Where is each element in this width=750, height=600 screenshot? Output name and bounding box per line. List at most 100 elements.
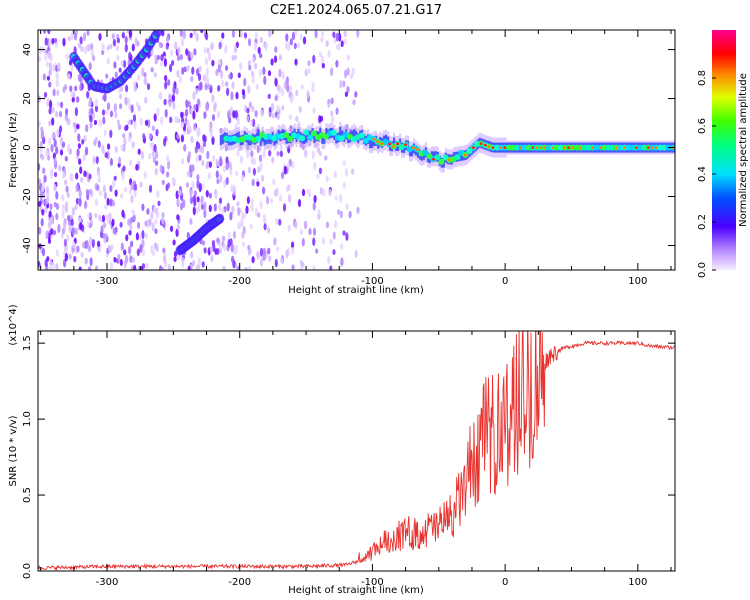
- noise-speck: [76, 123, 80, 130]
- noise-speck: [74, 85, 78, 92]
- noise-speck: [200, 195, 204, 205]
- noise-speck: [207, 83, 211, 90]
- noise-speck: [123, 249, 127, 256]
- noise-speck: [239, 61, 243, 71]
- noise-speck: [330, 97, 334, 105]
- noise-speck: [356, 206, 360, 214]
- noise-speck: [68, 224, 72, 233]
- noise-speck: [180, 111, 184, 119]
- noise-speck: [286, 185, 290, 193]
- track-band: [460, 150, 463, 161]
- noise-speck: [62, 37, 66, 47]
- noise-speck: [320, 55, 324, 64]
- track-band: [321, 133, 324, 144]
- noise-speck: [171, 177, 176, 183]
- noise-speck: [267, 93, 271, 100]
- noise-speck: [287, 162, 291, 169]
- noise-speck: [219, 69, 224, 79]
- noise-speck: [328, 188, 332, 197]
- noise-speck: [151, 125, 155, 132]
- noise-speck: [94, 98, 98, 107]
- noise-speck: [342, 160, 346, 166]
- noise-speck: [223, 243, 227, 252]
- track-peak: [615, 146, 619, 150]
- noise-speck: [144, 220, 148, 227]
- noise-speck: [159, 93, 163, 100]
- noise-speck: [192, 91, 196, 100]
- noise-speck: [131, 209, 135, 215]
- noise-speck: [205, 102, 209, 112]
- noise-speck: [164, 81, 168, 90]
- noise-speck: [189, 218, 193, 225]
- noise-speck: [87, 244, 92, 253]
- noise-speck: [167, 160, 171, 170]
- track-band: [263, 135, 266, 146]
- noise-speck: [160, 60, 164, 67]
- noise-speck: [74, 227, 78, 235]
- noise-speck: [354, 91, 358, 98]
- noise-speck: [130, 181, 134, 191]
- noise-speck: [92, 155, 96, 165]
- noise-speck: [183, 66, 187, 73]
- track-peak: [503, 146, 507, 150]
- noise-speck: [259, 257, 264, 267]
- snr-ticks: -300 -200 -100 0 100 0.0 0.5 1.0 1.5: [22, 331, 675, 588]
- noise-speck: [49, 99, 53, 109]
- noise-speck: [297, 198, 302, 208]
- noise-speck: [257, 46, 261, 55]
- noise-speck: [193, 30, 197, 36]
- noise-speck: [180, 37, 184, 47]
- noise-speck: [176, 214, 180, 221]
- noise-speck: [109, 110, 114, 118]
- x-tick-label: -300: [96, 577, 119, 588]
- noise-speck: [171, 94, 175, 103]
- noise-speck: [122, 165, 126, 172]
- noise-speck: [185, 99, 189, 109]
- noise-speck: [320, 36, 324, 43]
- noise-speck: [129, 223, 133, 231]
- noise-speck: [133, 85, 137, 93]
- noise-speck: [222, 265, 226, 270]
- track-band: [319, 127, 322, 138]
- noise-speck: [45, 185, 50, 195]
- noise-speck: [61, 228, 65, 235]
- noise-speck: [196, 98, 201, 107]
- noise-speck: [121, 32, 125, 39]
- y-tick-label: 1.0: [22, 411, 33, 427]
- noise-speck: [181, 256, 185, 263]
- noise-speck: [128, 136, 132, 143]
- noise-speck: [74, 107, 78, 117]
- noise-speck: [191, 180, 195, 190]
- noise-speck: [209, 121, 213, 129]
- noise-speck: [288, 193, 292, 203]
- x-tick-label: -200: [228, 276, 251, 287]
- noise-speck: [271, 156, 275, 164]
- noise-speck: [296, 42, 300, 49]
- noise-speck: [71, 206, 75, 216]
- noise-speck: [161, 179, 165, 186]
- noise-speck: [259, 162, 263, 172]
- noise-speck: [71, 97, 75, 103]
- colorbar: [712, 30, 736, 270]
- noise-speck: [250, 150, 254, 157]
- noise-speck: [42, 73, 46, 81]
- noise-speck: [41, 208, 45, 216]
- noise-speck: [175, 190, 179, 200]
- spectrogram-xlabel: Height of straight line (km): [288, 285, 424, 296]
- noise-speck: [48, 210, 52, 218]
- noise-speck: [136, 248, 140, 257]
- noise-speck: [265, 195, 270, 205]
- noise-speck: [325, 175, 329, 183]
- noise-speck: [69, 85, 73, 92]
- noise-speck: [65, 53, 69, 61]
- noise-speck: [245, 205, 249, 214]
- track-core: [358, 132, 365, 139]
- noise-speck: [48, 81, 52, 88]
- noise-speck: [64, 201, 69, 210]
- noise-speck: [251, 57, 255, 64]
- noise-speck: [135, 232, 139, 241]
- noise-speck: [339, 193, 343, 203]
- noise-speck: [197, 73, 202, 82]
- noise-speck: [197, 256, 201, 266]
